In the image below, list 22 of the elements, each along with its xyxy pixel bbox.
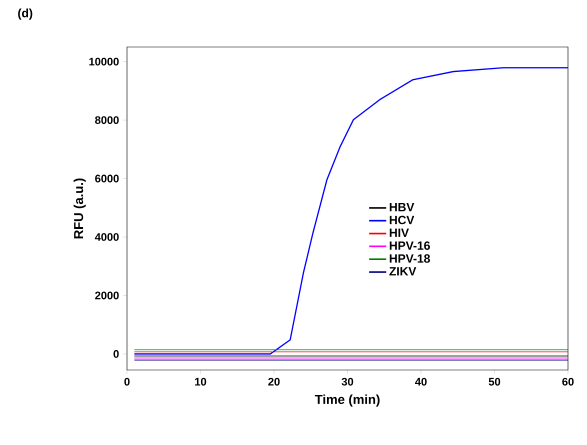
x-tick-label: 20 (268, 378, 280, 386)
y-axis-title: RFU (a.u.) (74, 178, 86, 238)
y-tick-label: 0 (114, 350, 119, 358)
legend-label: HCV (390, 216, 414, 224)
x-tick-label: 60 (562, 378, 574, 386)
y-tick-label: 4000 (94, 233, 119, 241)
legend-label: ZIKV (389, 267, 416, 276)
y-tick-label: 2000 (95, 292, 119, 300)
legend-label: HIV (390, 228, 409, 237)
y-tick-label: 6000 (95, 174, 119, 182)
y-tick-label: 10000 (89, 58, 119, 66)
x-tick-label: 0 (124, 378, 130, 386)
x-tick-label: 50 (488, 378, 500, 386)
legend-label: HPV-18 (390, 254, 430, 263)
x-tick-label: 30 (342, 378, 354, 386)
text: (d) (18, 8, 32, 20)
legend-label: HBV (390, 203, 414, 212)
x-tick-label: 40 (415, 378, 427, 386)
y-tick-label: 8000 (95, 116, 119, 124)
x-tick-label: 10 (195, 378, 206, 386)
legend-label: HPV-16 (390, 241, 430, 250)
x-axis-title: Time (min) (314, 394, 380, 407)
